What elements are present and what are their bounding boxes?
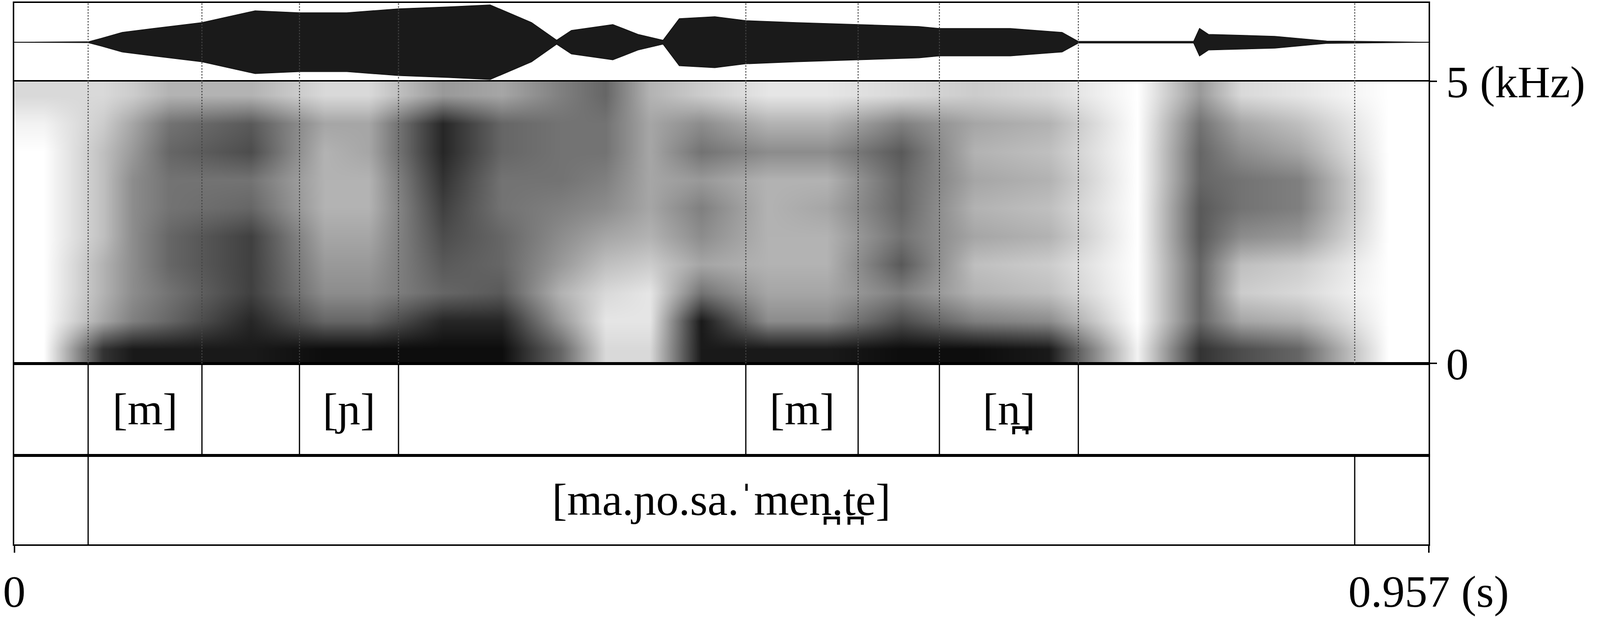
svg-text:[ma.ɲo.sa.ˈmen̪.t̪e]: [ma.ɲo.sa.ˈmen̪.t̪e] [551,474,891,525]
svg-text:[n̪]: [n̪] [982,384,1036,435]
svg-text:0: 0 [2,566,26,617]
svg-text:0: 0 [1445,338,1469,389]
svg-text:[ɲ]: [ɲ] [322,384,376,435]
svg-text:0.957 (s): 0.957 (s) [1348,566,1509,617]
svg-text:[m]: [m] [769,384,835,435]
svg-text:5 (kHz): 5 (kHz) [1445,56,1586,108]
svg-text:[m]: [m] [112,384,178,435]
